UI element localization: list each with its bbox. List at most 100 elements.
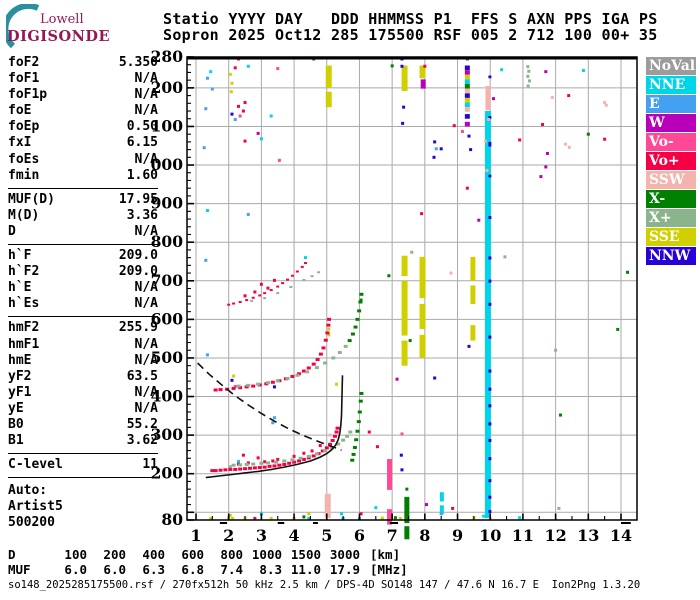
svg-text:200: 200 [151, 464, 184, 483]
param-row: C-level 11 [8, 457, 158, 473]
dmuf-value: 17.9 [329, 561, 360, 577]
svg-text:6: 6 [354, 526, 365, 545]
svg-text:700: 700 [151, 271, 184, 290]
param-label: h`F2 [8, 264, 40, 280]
param-group: MUF(D) 17.95 M(D) 3.36 D N/A [8, 187, 158, 242]
dmuf-value: 11.0 [290, 561, 321, 577]
param-row: foE N/A [8, 103, 158, 119]
param-value: N/A [134, 336, 158, 352]
param-label: fxI [8, 135, 32, 151]
param-label: foEp [8, 119, 40, 135]
dmuf-value: 6.8 [181, 561, 204, 577]
param-label: foF2 [8, 55, 40, 70]
svg-text:900: 900 [151, 194, 184, 213]
param-value: 55.2 [126, 416, 158, 432]
svg-text:1200: 1200 [150, 78, 183, 97]
svg-text:13: 13 [577, 526, 599, 545]
legend-item-ssw: SSW [646, 171, 696, 189]
param-value: 11 [142, 457, 158, 473]
logo-arc-icon [6, 4, 40, 49]
legend-item-vo: Vo+ [646, 152, 696, 170]
dmuf-value: 1500 [290, 547, 321, 562]
svg-text:4: 4 [289, 526, 300, 545]
param-row: fxI 6.15 [8, 135, 158, 151]
param-label: h`Es [8, 296, 40, 312]
logo-digisonde: DIGISONDE [7, 28, 111, 45]
dmuf-value: 6.3 [142, 561, 165, 577]
param-value: N/A [134, 87, 158, 103]
param-group: C-level 11 [8, 453, 158, 479]
param-label: D [8, 223, 16, 239]
svg-text:10: 10 [479, 526, 501, 545]
param-value: 1.60 [126, 167, 158, 183]
param-label: yF1 [8, 384, 32, 400]
param-label: hmF2 [8, 320, 40, 336]
param-label: M(D) [8, 207, 40, 223]
param-row: M(D) 3.36 [8, 208, 158, 224]
svg-text:3: 3 [256, 526, 267, 545]
legend-item-w: W [646, 114, 696, 132]
svg-text:1280: 1280 [150, 47, 183, 66]
dmuf-unit: [MHz] [370, 561, 408, 577]
param-value: 6.15 [126, 135, 158, 151]
svg-text:9: 9 [452, 526, 463, 545]
param-row: yE N/A [8, 401, 158, 417]
d-muf-table: D 100 200 400 600 800 1000 1500 3000 [km] MUF 6.0 6.… [8, 547, 412, 577]
svg-text:800: 800 [151, 232, 184, 251]
param-label: B0 [8, 416, 24, 432]
svg-text:1100: 1100 [150, 116, 183, 135]
dmuf-row-label: D [8, 547, 16, 562]
param-label: h`F [8, 248, 32, 264]
legend-item-vo: Vo- [646, 133, 696, 151]
param-row: yF1 N/A [8, 385, 158, 401]
param-group: h`F 209.0 h`F2 209.0 h`E N/A h`Es N/A [8, 244, 158, 314]
param-row: foEp 0.50 [8, 119, 158, 135]
legend-item-nne: NNE [646, 76, 696, 94]
legend-item-x: X+ [646, 209, 696, 227]
param-row: B1 3.62 [8, 433, 158, 449]
param-row: h`F2 209.0 [8, 264, 158, 280]
param-value: 63.5 [126, 368, 158, 384]
param-group: foF2 5.350 foF1 N/A foF1p N/A foE N/A foEp 0.50 fx… [8, 54, 158, 186]
logo-lowell: Lowell [40, 12, 84, 27]
param-value: N/A [134, 103, 158, 119]
svg-text:2: 2 [223, 526, 234, 545]
svg-text:14: 14 [610, 526, 632, 545]
param-value: N/A [134, 280, 158, 296]
parameter-panel: foF2 5.350 foF1 N/A foF1p N/A foE N/A foEp 0.50 fx… [8, 54, 158, 532]
param-group: hmF2 255.9 hmF1 N/A hmE N/A yF2 63.5 yF1 N/A yE N/A… [8, 316, 158, 451]
dmuf-value: 200 [103, 547, 126, 562]
param-value: N/A [134, 151, 158, 167]
param-value: 255.9 [118, 320, 158, 336]
param-label: foF1p [8, 87, 48, 103]
param-label: C-level [8, 457, 63, 473]
param-value: N/A [134, 400, 158, 416]
param-label: foF1 [8, 71, 40, 87]
dmuf-unit: [km] [370, 547, 401, 562]
dmuf-value: 6.0 [64, 561, 87, 577]
file-info-line: so148_2025285175500.rsf / 270fx512h 50 k… [8, 579, 641, 591]
dmuf-value: 600 [181, 547, 204, 562]
svg-text:600: 600 [151, 309, 184, 328]
dmuf-value: 1000 [251, 547, 282, 562]
param-row: foF1p N/A [8, 87, 158, 103]
autoscale-info-line: Auto: [8, 483, 48, 499]
digisonde-logo: Lowell DIGISONDE [4, 4, 154, 50]
dmuf-value: 100 [64, 547, 87, 562]
param-row: foF2 5.350 [8, 55, 158, 71]
param-value: 209.0 [118, 264, 158, 280]
param-value: 17.95 [118, 191, 158, 207]
svg-text:1000: 1000 [150, 155, 183, 174]
param-label: foEs [8, 151, 40, 167]
param-value: 5.350 [118, 55, 158, 70]
legend-item-nnw: NNW [646, 247, 696, 265]
param-value: 209.0 [118, 248, 158, 264]
param-row: hmF1 N/A [8, 337, 158, 353]
param-value: N/A [134, 296, 158, 312]
autoscale-info-line: Artist5 [8, 499, 63, 515]
svg-text:12: 12 [544, 526, 566, 545]
param-label: foE [8, 103, 32, 119]
svg-text:7: 7 [387, 526, 398, 545]
param-label: h`E [8, 280, 32, 296]
